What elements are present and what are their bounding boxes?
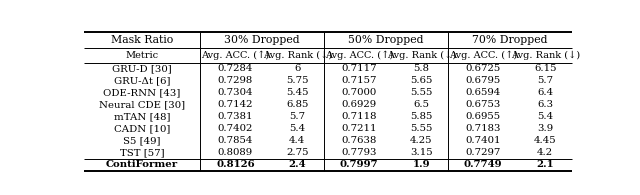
Text: 3.9: 3.9 (537, 124, 553, 133)
Text: TST [57]: TST [57] (120, 148, 164, 157)
Text: ContiFormer: ContiFormer (106, 160, 178, 169)
Text: 5.8: 5.8 (413, 64, 429, 73)
Text: Metric: Metric (125, 51, 159, 60)
Text: 5.65: 5.65 (410, 76, 433, 85)
Text: 5.7: 5.7 (289, 112, 305, 121)
Text: 0.7157: 0.7157 (342, 76, 377, 85)
Text: 0.7793: 0.7793 (342, 148, 377, 157)
Text: 4.25: 4.25 (410, 136, 433, 145)
Text: 1.9: 1.9 (412, 160, 430, 169)
Text: 0.8089: 0.8089 (218, 148, 253, 157)
Text: 0.7638: 0.7638 (342, 136, 377, 145)
Text: 0.7000: 0.7000 (342, 88, 377, 97)
Text: 6.3: 6.3 (537, 100, 553, 109)
Text: 6: 6 (294, 64, 301, 73)
Text: 5.4: 5.4 (537, 112, 553, 121)
Text: 30% Dropped: 30% Dropped (225, 35, 300, 45)
Text: 5.55: 5.55 (410, 124, 433, 133)
Text: 0.7997: 0.7997 (340, 160, 379, 169)
Text: Avg. Rank (↓): Avg. Rank (↓) (511, 51, 580, 60)
Text: Avg. Rank (↓): Avg. Rank (↓) (387, 51, 456, 60)
Text: 5.75: 5.75 (286, 76, 308, 85)
Text: GRU-Δt [6]: GRU-Δt [6] (114, 76, 170, 85)
Text: 0.7298: 0.7298 (218, 76, 253, 85)
Text: GRU-D [30]: GRU-D [30] (112, 64, 172, 73)
Text: 5.85: 5.85 (410, 112, 433, 121)
Text: 0.6795: 0.6795 (466, 76, 501, 85)
Text: Mask Ratio: Mask Ratio (111, 35, 173, 45)
Text: 5.7: 5.7 (537, 76, 553, 85)
Text: Avg. Rank (↓): Avg. Rank (↓) (263, 51, 332, 60)
Text: 5.55: 5.55 (410, 88, 433, 97)
Text: 3.15: 3.15 (410, 148, 433, 157)
Text: 0.6725: 0.6725 (466, 64, 501, 73)
Text: Avg. ACC. (↑): Avg. ACC. (↑) (325, 51, 394, 60)
Text: mTAN [48]: mTAN [48] (114, 112, 170, 121)
Text: 0.6955: 0.6955 (466, 112, 501, 121)
Text: 0.7854: 0.7854 (218, 136, 253, 145)
Text: 4.45: 4.45 (534, 136, 557, 145)
Text: 0.8126: 0.8126 (216, 160, 255, 169)
Text: 5.4: 5.4 (289, 124, 305, 133)
Text: 0.7118: 0.7118 (342, 112, 377, 121)
Text: Avg. ACC. (↑): Avg. ACC. (↑) (449, 51, 517, 60)
Text: Avg. ACC. (↑): Avg. ACC. (↑) (201, 51, 269, 60)
Text: 4.4: 4.4 (289, 136, 305, 145)
Text: 2.4: 2.4 (289, 160, 306, 169)
Text: 0.6594: 0.6594 (466, 88, 501, 97)
Text: 0.7284: 0.7284 (218, 64, 253, 73)
Text: CADN [10]: CADN [10] (114, 124, 170, 133)
Text: 6.15: 6.15 (534, 64, 556, 73)
Text: 0.7211: 0.7211 (342, 124, 377, 133)
Text: 0.7381: 0.7381 (218, 112, 253, 121)
Text: 50% Dropped: 50% Dropped (348, 35, 424, 45)
Text: ODE-RNN [43]: ODE-RNN [43] (104, 88, 180, 97)
Text: 0.7142: 0.7142 (218, 100, 253, 109)
Text: 0.7749: 0.7749 (464, 160, 502, 169)
Text: 0.6929: 0.6929 (342, 100, 377, 109)
Text: 70% Dropped: 70% Dropped (472, 35, 548, 45)
Text: 4.2: 4.2 (537, 148, 553, 157)
Text: 2.75: 2.75 (286, 148, 308, 157)
Text: 6.5: 6.5 (413, 100, 429, 109)
Text: 0.7401: 0.7401 (465, 136, 501, 145)
Text: 0.7183: 0.7183 (465, 124, 501, 133)
Text: Neural CDE [30]: Neural CDE [30] (99, 100, 185, 109)
Text: 0.7117: 0.7117 (342, 64, 377, 73)
Text: 0.7402: 0.7402 (218, 124, 253, 133)
Text: 5.45: 5.45 (286, 88, 308, 97)
Text: 6.4: 6.4 (537, 88, 553, 97)
Text: 0.7297: 0.7297 (465, 148, 501, 157)
Text: 0.7304: 0.7304 (218, 88, 253, 97)
Text: 0.6753: 0.6753 (465, 100, 501, 109)
Text: 2.1: 2.1 (536, 160, 554, 169)
Text: S5 [49]: S5 [49] (124, 136, 161, 145)
Text: 6.85: 6.85 (286, 100, 308, 109)
